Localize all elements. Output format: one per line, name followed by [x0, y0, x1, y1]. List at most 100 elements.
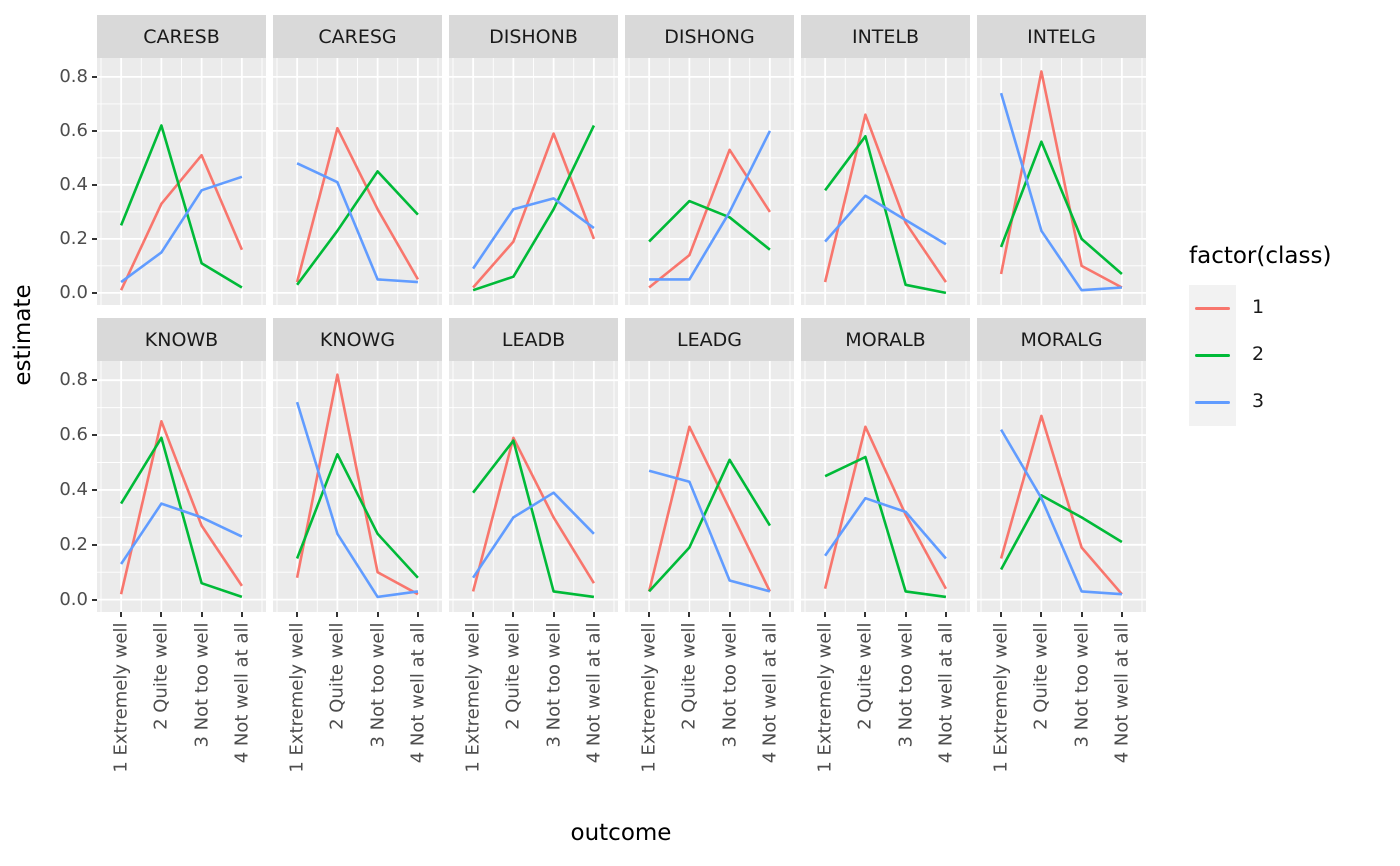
x-tick-mark — [512, 612, 514, 617]
y-tick-mark — [92, 184, 97, 186]
x-tick-label: 3 Not too well — [895, 622, 917, 748]
x-tick-mark — [648, 612, 650, 617]
series-line-CARESG-class-2 — [296, 170, 419, 286]
facet-plot-KNOWG — [273, 361, 442, 612]
series-line-MORALG-class-3 — [999, 428, 1122, 596]
facet-plot-CARESB — [97, 58, 266, 305]
series-line-INTELG-class-2 — [999, 140, 1123, 275]
x-axis-title: outcome — [570, 820, 672, 846]
x-tick-label: 1 Extremely well — [110, 622, 132, 773]
x-tick-label: 2 Quite well — [678, 622, 700, 730]
x-tick-mark — [729, 612, 731, 617]
series-line-DISHONB-class-3 — [472, 197, 595, 270]
y-tick-label: 0.8 — [59, 66, 88, 87]
series-line-CARESB-class-2 — [119, 124, 243, 289]
x-tick-mark — [241, 612, 243, 617]
x-tick-mark — [593, 612, 595, 617]
legend-line-icon — [1195, 354, 1230, 357]
x-tick-label: 1 Extremely well — [462, 622, 484, 773]
series-line-DISHONB-class-2 — [472, 124, 596, 292]
series-line-MORALB-class-2 — [824, 455, 947, 599]
facet-plot-LEADB — [449, 361, 618, 612]
y-tick-mark — [92, 292, 97, 294]
x-tick-label: 2 Quite well — [854, 622, 876, 730]
y-tick-label: 0.6 — [59, 120, 88, 141]
facet-strip-KNOWG: KNOWG — [273, 318, 442, 361]
legend-line-icon — [1195, 307, 1230, 310]
x-tick-mark — [864, 612, 866, 617]
x-tick-mark — [553, 612, 555, 617]
facet-strip-LEADB: LEADB — [449, 318, 618, 361]
facet-plot-MORALB — [801, 361, 970, 612]
facet-strip-INTELG: INTELG — [977, 15, 1146, 58]
facet-plot-KNOWB — [97, 361, 266, 612]
facet-strip-DISHONB: DISHONB — [449, 15, 618, 58]
series-line-CARESG-class-3 — [296, 162, 418, 284]
facet-plot-INTELG — [977, 58, 1146, 305]
series-line-INTELB-class-3 — [824, 194, 947, 246]
series-line-CARESB-class-1 — [119, 153, 244, 291]
y-tick-mark — [92, 238, 97, 240]
x-tick-label: 2 Quite well — [150, 622, 172, 730]
x-tick-label: 4 Not well at all — [407, 622, 429, 764]
y-tick-label: 0.4 — [59, 479, 88, 500]
y-tick-label: 0.0 — [59, 282, 88, 303]
x-tick-mark — [824, 612, 826, 617]
facet-plot-DISHONG — [625, 58, 794, 305]
x-tick-mark — [120, 612, 122, 617]
series-line-MORALB-class-3 — [824, 496, 947, 560]
series-line-LEADB-class-2 — [472, 439, 595, 599]
series-line-DISHONG-class-3 — [649, 130, 772, 281]
series-line-INTELG-class-3 — [999, 92, 1122, 292]
y-axis-title: estimate — [10, 284, 36, 386]
y-tick-mark — [92, 434, 97, 436]
x-tick-mark — [201, 612, 203, 617]
series-line-INTELB-class-1 — [823, 113, 947, 283]
x-tick-label: 2 Quite well — [502, 622, 524, 730]
x-tick-mark — [336, 612, 338, 617]
series-line-MORALB-class-1 — [823, 425, 948, 590]
x-tick-mark — [417, 612, 419, 617]
x-tick-label: 2 Quite well — [326, 622, 348, 730]
x-tick-label: 4 Not well at all — [935, 622, 957, 764]
facet-strip-CARESB: CARESB — [97, 15, 266, 58]
series-line-KNOWB-class-3 — [120, 502, 243, 565]
facet-strip-KNOWB: KNOWB — [97, 318, 266, 361]
x-tick-mark — [377, 612, 379, 617]
series-line-INTELG-class-1 — [999, 70, 1123, 289]
series-line-LEADG-class-3 — [648, 469, 771, 593]
y-tick-mark — [92, 489, 97, 491]
y-tick-label: 0.2 — [59, 534, 88, 555]
facet-strip-MORALG: MORALG — [977, 318, 1146, 361]
series-line-LEADB-class-1 — [471, 436, 596, 592]
y-tick-label: 0.6 — [59, 424, 88, 445]
facet-plot-MORALG — [977, 361, 1146, 612]
series-line-MORALG-class-1 — [999, 414, 1123, 596]
x-tick-mark — [688, 612, 690, 617]
x-tick-label: 2 Quite well — [1030, 622, 1052, 730]
series-line-DISHONB-class-1 — [472, 132, 596, 289]
facet-strip-MORALB: MORALB — [801, 318, 970, 361]
legend-label-3: 3 — [1252, 390, 1265, 412]
x-tick-mark — [945, 612, 947, 617]
facet-strip-INTELB: INTELB — [801, 15, 970, 58]
series-line-LEADG-class-1 — [647, 425, 772, 592]
legend-label-1: 1 — [1252, 296, 1265, 318]
facet-plot-INTELB — [801, 58, 970, 305]
x-tick-label: 1 Extremely well — [286, 622, 308, 773]
x-tick-mark — [1040, 612, 1042, 617]
x-tick-mark — [905, 612, 907, 617]
x-tick-mark — [1000, 612, 1002, 617]
legend-line-icon — [1195, 401, 1230, 404]
y-tick-mark — [92, 130, 97, 132]
series-line-CARESB-class-3 — [120, 175, 243, 284]
y-tick-label: 0.0 — [59, 589, 88, 610]
x-tick-mark — [1081, 612, 1083, 617]
x-tick-label: 3 Not too well — [719, 622, 741, 748]
facet-strip-LEADG: LEADG — [625, 318, 794, 361]
x-tick-label: 4 Not well at all — [759, 622, 781, 764]
series-line-INTELB-class-2 — [824, 135, 947, 295]
series-line-MORALG-class-2 — [999, 494, 1123, 571]
y-tick-mark — [92, 599, 97, 601]
